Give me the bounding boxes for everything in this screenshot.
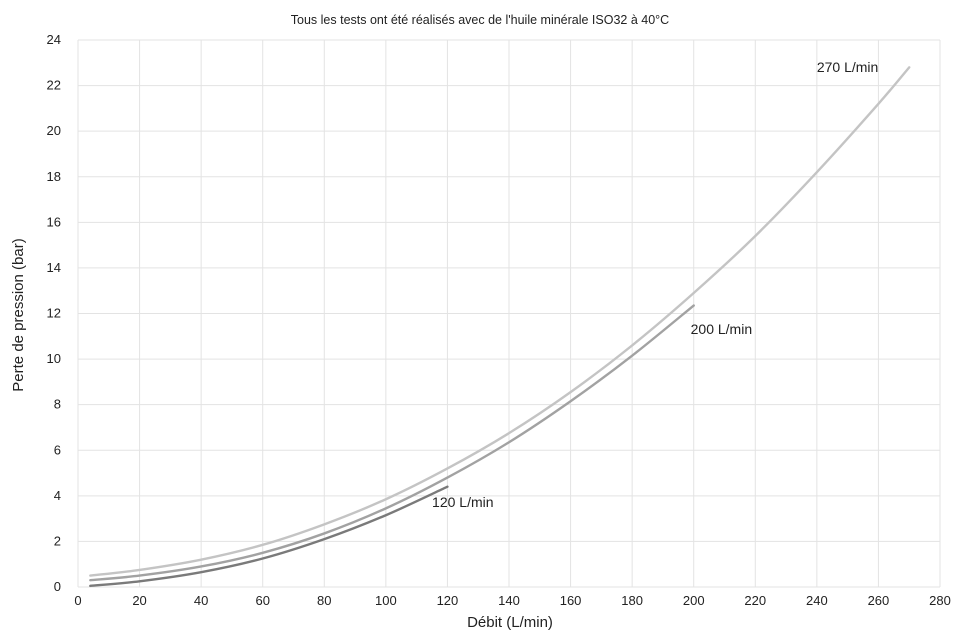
y-tick-label: 18 xyxy=(47,169,61,184)
x-tick-label: 60 xyxy=(255,593,269,608)
series-label: 200 L/min xyxy=(691,321,752,337)
y-tick-label: 0 xyxy=(54,579,61,594)
series-line-270-l-min xyxy=(89,66,911,577)
x-tick-label: 280 xyxy=(929,593,951,608)
x-tick-label: 120 xyxy=(437,593,459,608)
y-tick-label: 12 xyxy=(47,306,61,321)
y-tick-label: 16 xyxy=(47,214,61,229)
series-line-120-l-min xyxy=(89,485,449,588)
x-tick-label: 180 xyxy=(621,593,643,608)
y-tick-label: 24 xyxy=(47,32,61,47)
y-tick-label: 6 xyxy=(54,442,61,457)
x-tick-label: 80 xyxy=(317,593,331,608)
x-tick-label: 40 xyxy=(194,593,208,608)
y-tick-label: 10 xyxy=(47,351,61,366)
y-axis-label: Perte de pression (bar) xyxy=(10,238,27,391)
x-tick-label: 20 xyxy=(132,593,146,608)
series-line-200-l-min xyxy=(89,304,695,582)
series-label: 270 L/min xyxy=(817,59,878,75)
series-labels: 270 L/min 200 L/min 120 L/min xyxy=(432,59,878,510)
y-tick-label: 4 xyxy=(54,488,61,503)
y-tick-label: 14 xyxy=(47,260,61,275)
series-label: 120 L/min xyxy=(432,494,493,510)
y-tick-label: 22 xyxy=(47,78,61,93)
y-tick-label: 2 xyxy=(54,533,61,548)
x-tick-label: 100 xyxy=(375,593,397,608)
x-tick-label: 160 xyxy=(560,593,582,608)
x-tick-label: 0 xyxy=(74,593,81,608)
x-tick-label: 240 xyxy=(806,593,828,608)
chart-title: Tous les tests ont été réalisés avec de … xyxy=(291,13,669,27)
x-tick-label: 260 xyxy=(868,593,890,608)
grid-lines xyxy=(77,39,941,588)
x-tick-label: 200 xyxy=(683,593,705,608)
x-axis-label: Débit (L/min) xyxy=(467,614,553,631)
y-tick-label: 8 xyxy=(54,397,61,412)
x-tick-label: 140 xyxy=(498,593,520,608)
y-tick-label: 20 xyxy=(47,123,61,138)
series-lines xyxy=(89,66,911,588)
tick-labels: 0 20 40 60 80 100 120 140 160 180 200 220 240 260 2800… xyxy=(47,32,951,608)
x-tick-label: 220 xyxy=(744,593,766,608)
